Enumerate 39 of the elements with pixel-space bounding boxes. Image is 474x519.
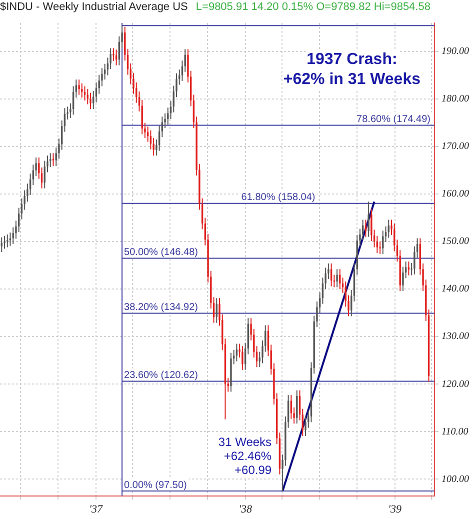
ref-line-label: 0.00% (97.50) xyxy=(124,480,187,491)
candlestick xyxy=(339,268,341,290)
y-tick-label: 190.00 xyxy=(442,46,469,58)
candlestick xyxy=(81,82,83,98)
ref-line-label: 61.80% (158.04) xyxy=(241,192,316,204)
candlestick xyxy=(52,152,54,167)
candlestick xyxy=(368,201,370,238)
annotation: 31 Weeks +62.46% +60.99 xyxy=(218,435,272,478)
x-tick-label: '37 xyxy=(89,503,103,516)
y-tick-label: 180.00 xyxy=(442,94,469,105)
y-tick-label: 130.00 xyxy=(442,331,469,342)
ref-line-label: 38.20% (134.92) xyxy=(124,302,198,313)
y-tick-label: 110.00 xyxy=(442,426,468,438)
annotation: 1937 Crash: +62% in 31 Weeks xyxy=(283,50,421,88)
y-tick-label: 100.00 xyxy=(442,474,469,485)
candlestick xyxy=(6,234,8,248)
candlestick xyxy=(242,346,244,370)
candlestick xyxy=(336,268,338,288)
y-tick-label: 150.00 xyxy=(442,236,469,248)
y-tick-label: 140.00 xyxy=(442,284,469,295)
candlestick xyxy=(0,236,2,253)
y-tick-label: 170.00 xyxy=(442,141,469,152)
candlestick xyxy=(90,92,92,110)
candlestick xyxy=(382,230,384,254)
ref-line-label: 78.60% (174.49) xyxy=(356,114,431,125)
chart-title: $INDU - Weekly Industrial Average US xyxy=(0,0,188,14)
candlestick xyxy=(4,235,6,250)
chart-subtitle: L=9805.91 14.20 0.15% O=9789.82 Hi=9854.58 xyxy=(196,0,430,14)
candlestick xyxy=(112,48,114,62)
candlestick xyxy=(78,79,80,96)
y-tick-label: 160.00 xyxy=(442,188,469,200)
x-tick-label: '38 xyxy=(238,503,252,516)
candlestick xyxy=(84,86,86,101)
ref-line-label: 23.60% (120.62) xyxy=(124,370,198,381)
y-tick-label: 120.00 xyxy=(442,378,469,390)
ref-line-label: 50.00% (146.48) xyxy=(124,247,198,258)
x-tick-label: '39 xyxy=(388,503,402,516)
candlestick xyxy=(296,390,298,424)
candlestick xyxy=(408,261,410,276)
